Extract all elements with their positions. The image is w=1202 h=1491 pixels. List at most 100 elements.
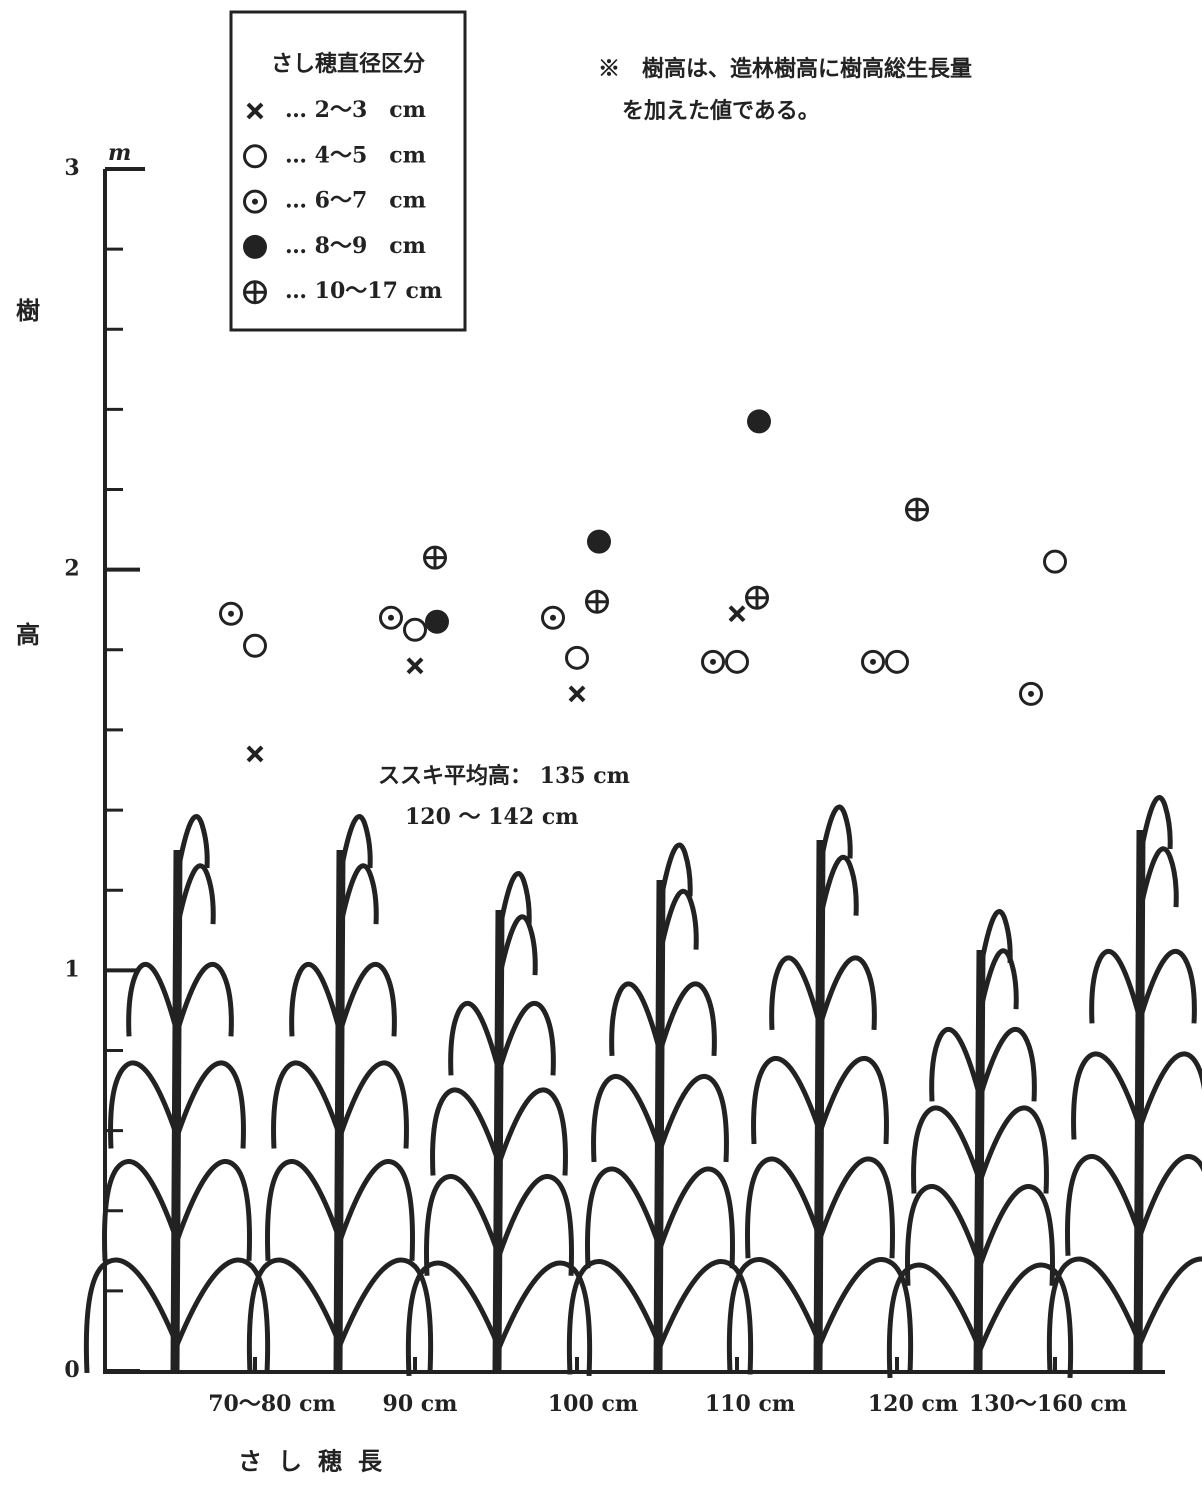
x-tick-label: 90 cm bbox=[383, 1391, 458, 1417]
leaf bbox=[908, 1186, 981, 1285]
point bbox=[425, 610, 449, 634]
leaf bbox=[433, 1090, 499, 1176]
leaf bbox=[177, 866, 213, 928]
y-tick-label: 0 bbox=[64, 1357, 79, 1383]
leaf bbox=[1068, 1156, 1141, 1255]
center-dot bbox=[1028, 691, 1034, 697]
dot bbox=[747, 409, 771, 433]
x-tick-label: 100 cm bbox=[548, 1391, 638, 1417]
leaf bbox=[340, 964, 394, 1036]
leaf bbox=[914, 1108, 980, 1194]
leaf bbox=[249, 1260, 340, 1373]
y-tick-label: 3 bbox=[64, 155, 79, 181]
center-dot bbox=[870, 659, 876, 665]
x-tick-label: 120 cm bbox=[868, 1391, 958, 1417]
leaf bbox=[274, 1063, 340, 1149]
legend-marker bbox=[248, 104, 262, 118]
leaf bbox=[820, 1159, 893, 1258]
leaf bbox=[111, 1063, 177, 1149]
leaf bbox=[820, 857, 856, 919]
leaf bbox=[177, 964, 231, 1036]
legend-label: … 8～9 cm bbox=[285, 233, 426, 259]
legend-title: さし穂直径区分 bbox=[271, 51, 425, 77]
point bbox=[543, 607, 564, 628]
annotation: 120 ～ 142 cm bbox=[405, 804, 579, 830]
leaf bbox=[980, 1186, 1053, 1285]
ring bbox=[245, 146, 266, 167]
note-line: ※ 樹高は、造林樹高に樹高総生長量 bbox=[598, 56, 972, 82]
leaf bbox=[499, 917, 535, 979]
leaf bbox=[340, 1063, 406, 1149]
center-dot bbox=[550, 615, 556, 621]
leaf bbox=[268, 1161, 341, 1260]
leaf bbox=[1140, 1054, 1202, 1140]
note-line: を加えた値である。 bbox=[622, 98, 820, 124]
grass-illustration bbox=[86, 797, 1202, 1377]
y-unit: m bbox=[108, 140, 131, 166]
legend-label: … 2～3 cm bbox=[285, 97, 426, 123]
leaf bbox=[660, 1169, 733, 1268]
point bbox=[730, 607, 744, 621]
point bbox=[703, 651, 724, 672]
dot bbox=[587, 530, 611, 554]
ring bbox=[567, 647, 588, 668]
leaf bbox=[1140, 849, 1176, 911]
point bbox=[587, 530, 611, 554]
x-axis-label: さし穂長 bbox=[238, 1447, 398, 1476]
legend-label: … 4～5 cm bbox=[285, 142, 426, 168]
leaf bbox=[177, 1161, 250, 1260]
legend-marker bbox=[243, 235, 267, 259]
leaf bbox=[292, 964, 340, 1036]
leaf bbox=[340, 1161, 413, 1260]
point bbox=[570, 687, 584, 701]
point bbox=[245, 635, 266, 656]
leaf bbox=[499, 1090, 565, 1176]
leaf bbox=[754, 1058, 820, 1144]
leaf bbox=[1049, 1259, 1140, 1372]
leaf bbox=[820, 958, 874, 1030]
point bbox=[747, 409, 771, 433]
center-dot bbox=[228, 611, 234, 617]
center-dot bbox=[710, 659, 716, 665]
point bbox=[747, 587, 768, 608]
leaf bbox=[451, 1003, 499, 1075]
leaf bbox=[1140, 1259, 1202, 1372]
point bbox=[567, 647, 588, 668]
legend-marker bbox=[245, 146, 266, 167]
leaf bbox=[1140, 951, 1194, 1023]
center-dot bbox=[252, 199, 258, 205]
leaf bbox=[980, 1029, 1034, 1101]
annotation: ススキ平均高： 135 cm bbox=[378, 763, 630, 789]
dot bbox=[243, 235, 267, 259]
point bbox=[863, 651, 884, 672]
legend-label: … 6～7 cm bbox=[285, 188, 426, 214]
leaf bbox=[660, 891, 696, 953]
leaf bbox=[612, 984, 660, 1056]
leaf bbox=[129, 964, 177, 1036]
ring bbox=[405, 619, 426, 640]
leaf bbox=[177, 1260, 268, 1373]
leaf bbox=[594, 1076, 660, 1162]
legend-marker bbox=[245, 191, 266, 212]
ring bbox=[1045, 551, 1066, 572]
point bbox=[405, 619, 426, 640]
ring bbox=[727, 651, 748, 672]
y-axis-label: 樹高 bbox=[12, 298, 41, 946]
point bbox=[1045, 551, 1066, 572]
point bbox=[727, 651, 748, 672]
leaf bbox=[499, 1003, 553, 1075]
chart: さし穂直径区分 ※ 樹高は、造林樹高に樹高総生長量 を加えた値である。 ススキ平… bbox=[0, 0, 1202, 1491]
ring bbox=[245, 635, 266, 656]
leaf bbox=[588, 1169, 661, 1268]
leaf bbox=[1140, 1156, 1202, 1255]
point bbox=[408, 659, 422, 673]
x-tick-label: 110 cm bbox=[705, 1391, 795, 1417]
legend-marker bbox=[245, 282, 266, 303]
leaf bbox=[820, 1058, 886, 1144]
point bbox=[221, 603, 242, 624]
leaf bbox=[177, 1063, 243, 1149]
ring bbox=[887, 651, 908, 672]
point bbox=[887, 651, 908, 672]
point bbox=[587, 591, 608, 612]
x-tick-label: 130～160 cm bbox=[969, 1391, 1127, 1417]
